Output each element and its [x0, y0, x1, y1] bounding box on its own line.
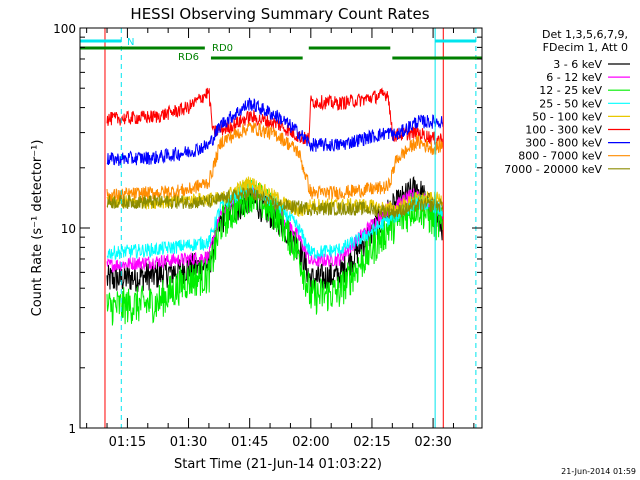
legend-label: 100 - 300 keV	[525, 124, 602, 137]
flag-rd0-label: RD0	[212, 43, 233, 54]
legend-header-line-1: Det 1,3,5,6,7,9,	[542, 28, 628, 41]
legend-label: 6 - 12 keV	[546, 71, 602, 84]
flag-n-label: N	[127, 37, 134, 48]
x-tick-label: 01:30	[170, 435, 207, 450]
legend-label: 25 - 50 keV	[539, 97, 602, 110]
legend-label: 50 - 100 keV	[532, 110, 602, 123]
legend-label: 3 - 6 keV	[553, 58, 602, 71]
x-tick-label: 02:00	[292, 435, 329, 450]
series-line-7	[106, 97, 444, 166]
legend-label: 800 - 7000 keV	[518, 150, 602, 163]
legend-label: 7000 - 20000 keV	[504, 163, 602, 176]
flag-rd6-label: RD6	[178, 52, 199, 63]
y-axis: 1 10 100	[53, 22, 482, 436]
y-tick-label: 10	[61, 222, 76, 236]
x-tick-label: 02:30	[414, 435, 451, 450]
y-tick-label: 100	[53, 22, 76, 36]
y-axis-label: Count Rate (s⁻¹ detector⁻¹)	[30, 140, 45, 317]
series-line-3	[106, 178, 444, 326]
series-layer	[106, 87, 444, 326]
x-tick-label: 01:45	[231, 435, 268, 450]
series-line-8	[106, 122, 444, 204]
x-tick-label: 01:15	[109, 435, 146, 450]
x-axis-label: Start Time (21-Jun-14 01:03:22)	[174, 457, 382, 472]
legend-label: 300 - 800 keV	[525, 137, 602, 150]
timestamp: 21-Jun-2014 01:59	[561, 467, 636, 476]
x-tick-label: 02:15	[353, 435, 390, 450]
legend-header-line-2: FDecim 1, Att 0	[543, 41, 628, 54]
series-line-6	[106, 87, 444, 146]
legend-label: 12 - 25 keV	[539, 84, 602, 97]
x-axis: 01:15 01:30 01:45 02:00 02:15 02:30	[86, 28, 475, 450]
y-tick-label: 1	[68, 422, 76, 436]
series-line-9	[106, 187, 444, 219]
chart-title: HESSI Observing Summary Count Rates	[130, 5, 429, 23]
flag-bars: N RD0 RD6	[80, 37, 482, 63]
